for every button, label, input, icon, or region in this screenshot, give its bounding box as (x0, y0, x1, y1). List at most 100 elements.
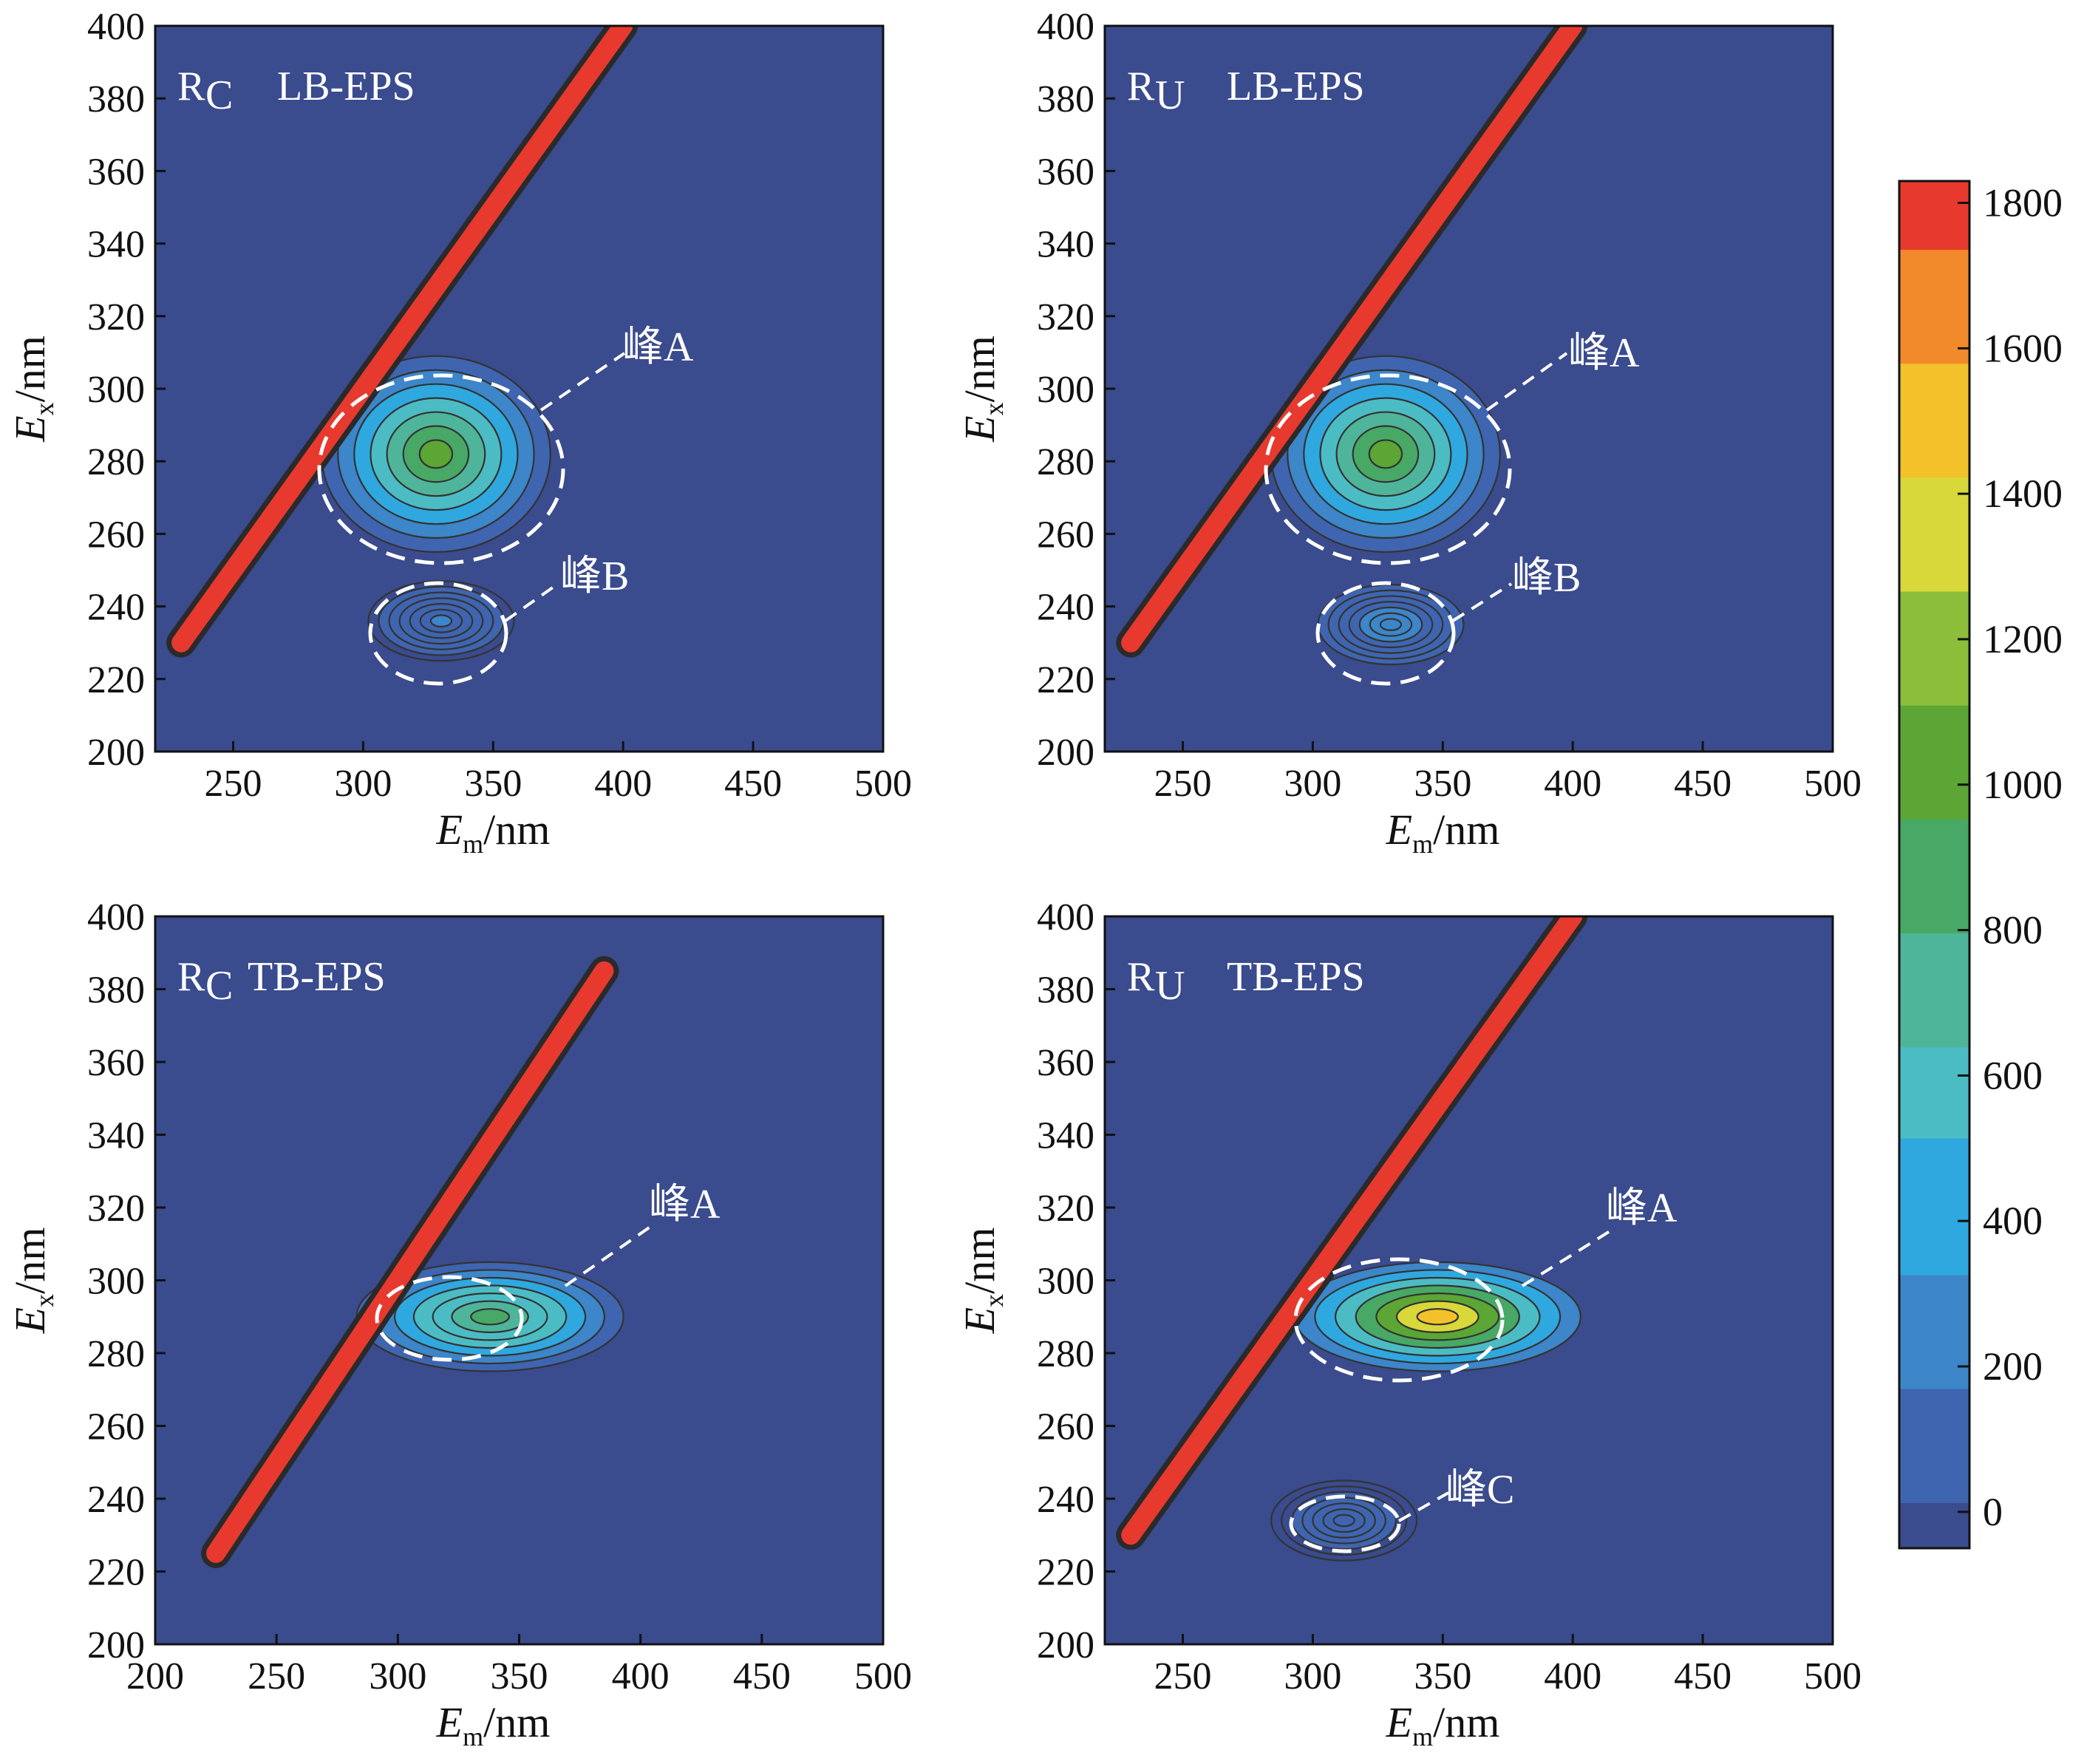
x-tick-label: 350 (464, 763, 522, 805)
eem-panel-1: 峰A 峰B R C LB-EPS 250 300 350 400 450 500 200 220 240 2… (6, 6, 912, 859)
colorbar-band (1899, 545, 1969, 569)
x-tick-label: 350 (1414, 763, 1471, 805)
y-tick-label: 200 (1037, 1624, 1094, 1666)
x-tick-label: 400 (1544, 763, 1601, 805)
y-tick-label: 320 (87, 1188, 145, 1230)
panel-label-subscript: U (1155, 963, 1185, 1009)
panel-label: R (1127, 64, 1155, 109)
colorbar-band (1899, 933, 1969, 956)
leader-line (504, 582, 559, 622)
panel-label: R (177, 64, 205, 109)
colorbar-band (1899, 682, 1969, 706)
panel-label-subscript: U (1155, 72, 1185, 118)
y-tick-label: 200 (1037, 732, 1094, 774)
x-tick-label: 300 (334, 763, 392, 805)
colorbar-band (1899, 1183, 1969, 1208)
y-tick-label: 240 (1037, 587, 1094, 629)
peak-label: 峰A (622, 324, 694, 370)
colorbar-band (1899, 181, 1969, 205)
y-tick-label: 400 (87, 896, 145, 939)
y-tick-label: 220 (87, 659, 145, 701)
x-tick-label: 450 (724, 763, 782, 805)
y-tick-label: 400 (1037, 896, 1094, 939)
y-tick-label: 260 (87, 514, 145, 556)
y-tick-label: 240 (87, 587, 145, 629)
y-axis-title: Ex/nm (956, 336, 1009, 443)
colorbar-tick-label: 400 (1983, 1199, 2043, 1243)
colorbar-tick-label: 1000 (1983, 763, 2063, 807)
colorbar-band (1899, 1297, 1969, 1321)
x-tick-label: 450 (1674, 763, 1731, 805)
y-tick-label: 320 (87, 296, 145, 338)
y-tick-label: 300 (87, 369, 145, 411)
x-tick-label: 250 (1154, 1655, 1212, 1697)
colorbar-band (1899, 796, 1969, 820)
leader-line (564, 1225, 652, 1287)
rayleigh-scatter (171, 26, 633, 653)
y-tick-label: 400 (1037, 6, 1094, 48)
colorbar-band (1899, 1411, 1969, 1435)
leader-line (539, 352, 626, 412)
x-tick-label: 300 (1284, 763, 1341, 805)
colorbar-band (1899, 340, 1969, 364)
panel-label-subscript: C (205, 963, 233, 1009)
y-tick-label: 340 (87, 224, 145, 266)
colorbar-band (1899, 636, 1969, 661)
y-tick-label: 320 (1037, 296, 1094, 338)
colorbar-band (1899, 1069, 1969, 1093)
colorbar-band (1899, 1343, 1969, 1366)
y-tick-label: 220 (1037, 1552, 1094, 1594)
panel-label: R (1127, 954, 1155, 1000)
x-tick-label: 400 (1544, 1655, 1601, 1697)
colorbar-tick-label: 0 (1983, 1490, 2003, 1534)
peak-2-contours (367, 580, 515, 662)
peak-2-contours (1317, 584, 1465, 666)
peak-region-outline (368, 581, 508, 686)
y-tick-label: 240 (1037, 1479, 1094, 1521)
x-tick-label: 450 (733, 1655, 791, 1697)
colorbar-band (1899, 568, 1969, 592)
x-tick-label: 300 (1284, 1655, 1341, 1697)
colorbar-band (1899, 728, 1969, 752)
colorbar-band (1899, 1092, 1969, 1116)
colorbar-band (1899, 249, 1969, 273)
y-tick-label: 240 (87, 1479, 145, 1521)
colorbar-frame (1898, 180, 1971, 1550)
colorbar-band (1899, 1366, 1969, 1389)
colorbar-tick-label: 600 (1983, 1053, 2043, 1097)
y-tick-label: 300 (87, 1261, 145, 1303)
colorbar-band (1899, 477, 1969, 501)
x-axis-title: Em/nm (1386, 1698, 1500, 1751)
colorbar-band (1899, 409, 1969, 432)
eem-panel-2: 峰A 峰B R U LB-EPS 250 300 350 400 450 500 200 220 240 2… (956, 6, 1862, 859)
colorbar-band (1899, 1138, 1969, 1162)
colorbar-tick-label: 1200 (1983, 617, 2063, 661)
peak-region-outline (1315, 581, 1456, 686)
peak-label: 峰A (1606, 1185, 1678, 1231)
colorbar-band (1899, 1160, 1969, 1185)
y-tick-label: 200 (87, 732, 145, 774)
peak-label: 峰A (1568, 330, 1640, 376)
x-tick-label: 350 (1414, 1655, 1471, 1697)
y-tick-label: 360 (87, 151, 145, 193)
colorbar-band (1899, 318, 1969, 341)
y-tick-label: 380 (87, 78, 145, 120)
y-tick-label: 260 (1037, 1406, 1094, 1448)
colorbar-tick-label: 1800 (1983, 181, 2063, 225)
y-tick-label: 280 (1037, 1333, 1094, 1375)
x-tick-label: 200 (126, 1655, 184, 1697)
x-tick-label: 450 (1674, 1655, 1731, 1697)
colorbar-band (1899, 819, 1969, 842)
colorbar-band (1899, 386, 1969, 409)
x-axis-title: Em/nm (436, 1698, 551, 1751)
leader-line (1451, 582, 1513, 622)
y-tick-label: 280 (87, 1333, 145, 1375)
x-tick-label: 300 (369, 1655, 426, 1697)
colorbar-band (1899, 1206, 1969, 1230)
y-tick-label: 400 (87, 6, 145, 48)
x-tick-label: 500 (854, 1655, 912, 1697)
colorbar-band (1899, 865, 1969, 888)
x-tick-label: 500 (854, 763, 912, 805)
peak-region-outline (317, 373, 565, 565)
y-tick-label: 220 (87, 1552, 145, 1594)
